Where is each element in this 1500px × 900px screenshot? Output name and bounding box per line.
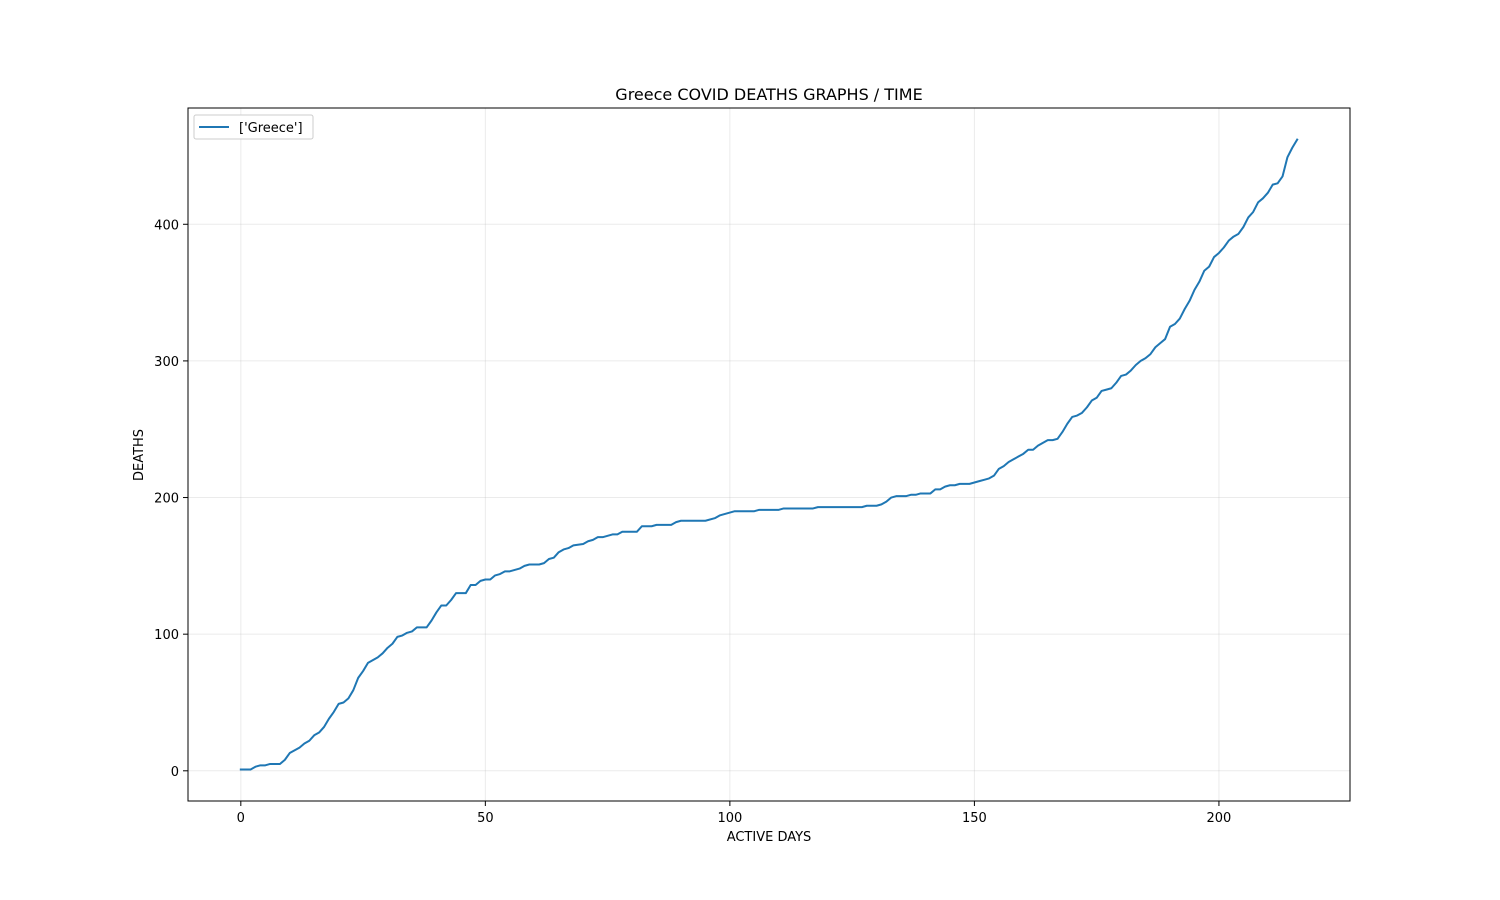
x-axis-label: ACTIVE DAYS (727, 830, 812, 845)
y-tick-label: 100 (154, 628, 179, 643)
y-axis-label: DEATHS (132, 429, 147, 481)
series-line-greece (239, 138, 1299, 771)
x-tick-label: 100 (717, 811, 742, 826)
x-tick-label: 200 (1207, 811, 1232, 826)
x-tick-label: 50 (477, 811, 494, 826)
y-tick-label: 0 (171, 765, 179, 780)
legend-box (193, 114, 314, 140)
plot-area-frame (187, 107, 1351, 802)
ticks: 0 50 100 150 200 0 100 200 300 400 (154, 218, 1231, 826)
y-tick-label: 300 (154, 355, 179, 370)
grid (188, 108, 1350, 801)
y-tick-label: 400 (154, 218, 179, 233)
x-tick-label: 0 (237, 811, 245, 826)
chart-title: Greece COVID DEATHS GRAPHS / TIME (615, 85, 922, 104)
series-layer (239, 138, 1299, 771)
x-tick-label: 150 (962, 811, 987, 826)
legend-label: ['Greece'] (239, 121, 303, 136)
legend: ['Greece'] (193, 114, 314, 140)
y-tick-label: 200 (154, 492, 179, 507)
